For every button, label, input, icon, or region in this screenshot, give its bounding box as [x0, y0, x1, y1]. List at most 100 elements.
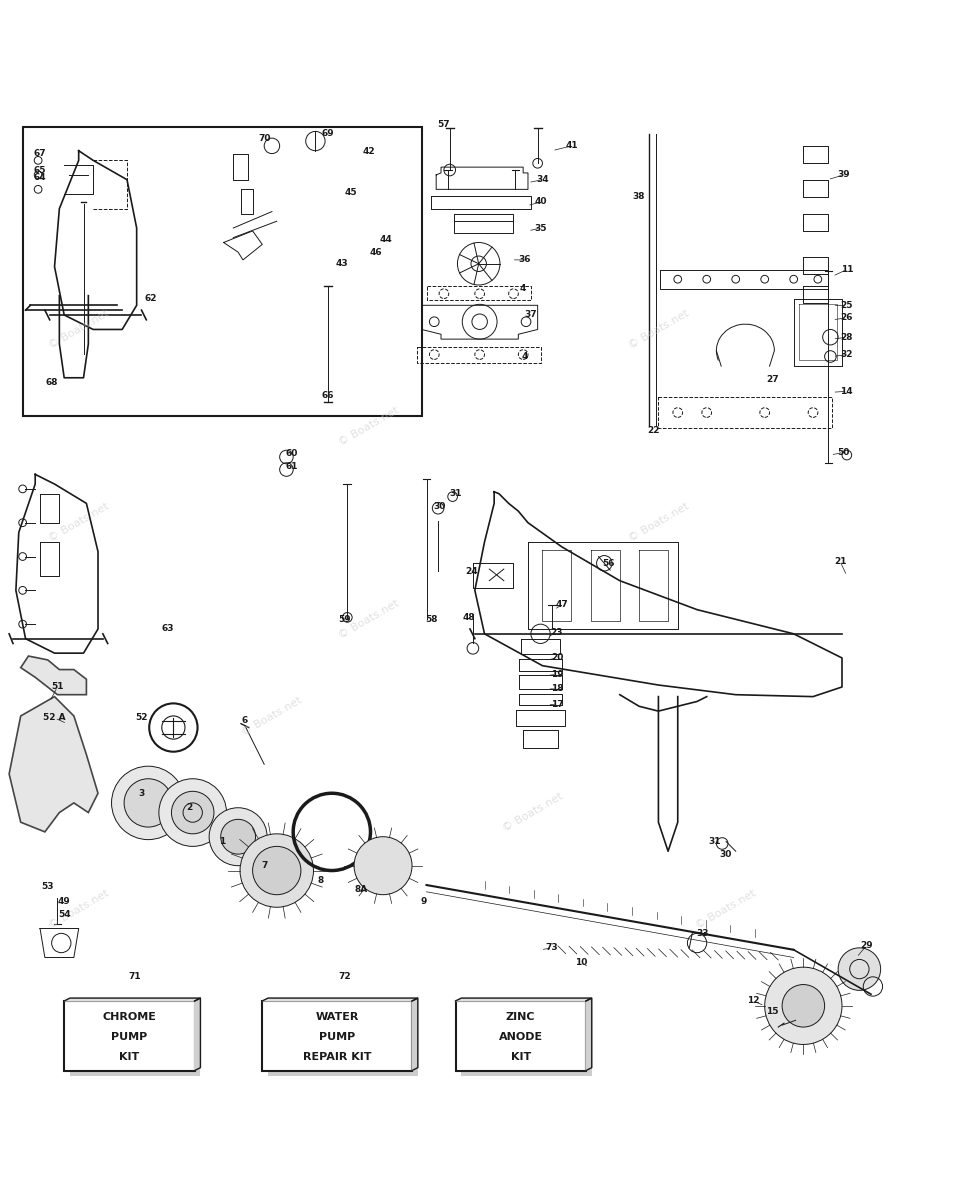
Text: 64: 64	[34, 173, 47, 182]
Text: 69: 69	[322, 128, 334, 138]
Polygon shape	[263, 998, 418, 1001]
Text: 56: 56	[602, 559, 614, 568]
Bar	[268, 1007, 418, 1076]
Text: 44: 44	[380, 235, 392, 244]
Text: 6: 6	[241, 716, 248, 725]
Text: 70: 70	[258, 133, 270, 143]
Text: 37: 37	[524, 311, 537, 319]
Bar	[455, 1001, 586, 1070]
Circle shape	[354, 836, 412, 895]
Text: 67: 67	[34, 149, 47, 158]
Circle shape	[221, 820, 256, 854]
Text: 12: 12	[747, 996, 760, 1006]
Text: 7: 7	[261, 862, 267, 870]
Text: 29: 29	[860, 942, 872, 950]
Text: © Boats.net: © Boats.net	[47, 888, 110, 930]
Text: 21: 21	[833, 557, 846, 566]
Text: 8: 8	[317, 876, 324, 884]
Text: © Boats.net: © Boats.net	[336, 404, 400, 448]
Polygon shape	[412, 998, 418, 1070]
Text: 42: 42	[362, 148, 375, 156]
Text: © Boats.net: © Boats.net	[47, 308, 110, 350]
Text: 14: 14	[840, 386, 853, 396]
Circle shape	[838, 948, 881, 990]
Text: 46: 46	[370, 247, 383, 257]
Text: 31: 31	[708, 838, 721, 846]
Circle shape	[209, 808, 267, 865]
Text: 45: 45	[345, 187, 358, 197]
Bar	[263, 1001, 412, 1070]
Text: 43: 43	[335, 259, 348, 269]
Text: 38: 38	[633, 192, 645, 200]
Circle shape	[253, 846, 301, 895]
Bar	[22, 126, 422, 416]
Text: WATER: WATER	[316, 1012, 359, 1022]
Text: 28: 28	[840, 332, 853, 342]
Polygon shape	[64, 998, 201, 1001]
Text: © Boats.net: © Boats.net	[694, 888, 758, 930]
Text: © Boats.net: © Boats.net	[336, 598, 400, 641]
Text: 23: 23	[550, 629, 563, 637]
Text: 52: 52	[136, 713, 147, 722]
Text: 51: 51	[51, 683, 64, 691]
Text: 62: 62	[145, 294, 157, 304]
Text: 65: 65	[34, 166, 47, 174]
Text: 36: 36	[518, 256, 531, 264]
Text: 19: 19	[550, 670, 563, 679]
Text: CHROME: CHROME	[103, 1012, 156, 1022]
Text: PUMP: PUMP	[111, 1032, 147, 1042]
Text: 34: 34	[536, 175, 548, 184]
Text: 17: 17	[550, 700, 563, 709]
Text: © Boats.net: © Boats.net	[627, 308, 690, 350]
Text: 58: 58	[425, 614, 438, 624]
Text: © Boats.net: © Boats.net	[501, 791, 565, 834]
Text: 30: 30	[433, 502, 446, 511]
Text: 61: 61	[285, 462, 297, 472]
Text: 35: 35	[534, 223, 547, 233]
Text: 47: 47	[555, 600, 568, 610]
Text: 50: 50	[838, 448, 850, 457]
Text: 32: 32	[840, 350, 853, 359]
Text: 60: 60	[285, 449, 297, 457]
Polygon shape	[455, 998, 592, 1001]
Circle shape	[240, 834, 314, 907]
Text: 66: 66	[322, 391, 334, 400]
Text: 15: 15	[766, 1007, 779, 1016]
Text: 40: 40	[534, 198, 547, 206]
Polygon shape	[9, 697, 98, 832]
Text: 26: 26	[840, 313, 853, 323]
Text: ANODE: ANODE	[499, 1032, 543, 1042]
Text: 48: 48	[463, 613, 476, 622]
Text: 57: 57	[438, 120, 451, 130]
Text: 4: 4	[520, 284, 526, 293]
Text: 8A: 8A	[355, 886, 367, 894]
Text: 31: 31	[450, 490, 462, 498]
Text: KIT: KIT	[119, 1051, 140, 1062]
Text: © Boats.net: © Boats.net	[47, 502, 110, 544]
Text: 73: 73	[546, 943, 558, 953]
Text: 39: 39	[837, 170, 850, 179]
Text: 59: 59	[338, 614, 351, 624]
Text: 25: 25	[840, 301, 853, 310]
Text: 24: 24	[466, 566, 479, 576]
Text: 22: 22	[647, 426, 660, 436]
Text: 2: 2	[187, 803, 193, 812]
Circle shape	[124, 779, 172, 827]
Text: 49: 49	[58, 896, 71, 906]
Bar	[64, 1001, 195, 1070]
Text: 11: 11	[840, 265, 853, 274]
Circle shape	[765, 967, 842, 1044]
Text: 71: 71	[129, 972, 141, 982]
Text: 18: 18	[550, 684, 563, 694]
Text: 20: 20	[550, 654, 563, 662]
Bar	[70, 1007, 201, 1076]
Text: 3: 3	[139, 788, 144, 798]
Bar	[461, 1007, 592, 1076]
Text: 41: 41	[565, 142, 578, 150]
Text: 72: 72	[338, 972, 351, 982]
Text: ZINC: ZINC	[506, 1012, 536, 1022]
Text: © Boats.net: © Boats.net	[240, 695, 304, 737]
Text: 33: 33	[697, 929, 709, 938]
Text: 52 A: 52 A	[44, 713, 66, 722]
Text: REPAIR KIT: REPAIR KIT	[303, 1051, 371, 1062]
